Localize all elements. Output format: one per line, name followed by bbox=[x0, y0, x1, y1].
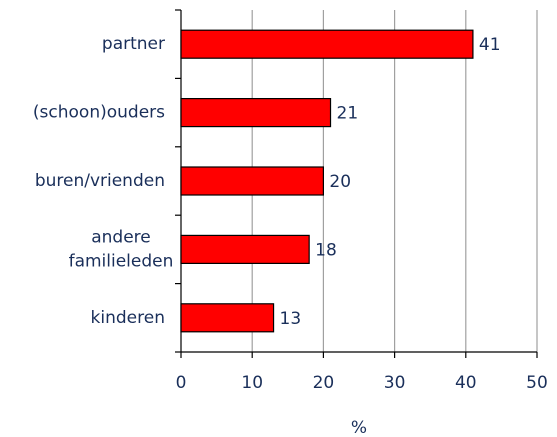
data-label: 20 bbox=[329, 172, 351, 192]
x-tick-label: 30 bbox=[384, 373, 406, 393]
bar bbox=[180, 97, 332, 128]
data-label: 13 bbox=[280, 309, 302, 329]
data-label: 18 bbox=[315, 240, 337, 260]
y-tick-label: (schoon)ouders bbox=[33, 103, 165, 123]
y-tick-label: buren/vrienden bbox=[35, 171, 165, 191]
y-tick-label: andere familieleden bbox=[69, 227, 174, 271]
bar bbox=[180, 303, 275, 333]
x-tick-label: 50 bbox=[526, 373, 548, 393]
bar bbox=[180, 234, 310, 264]
bar bbox=[180, 166, 324, 196]
x-tick-label: 0 bbox=[176, 373, 187, 393]
data-label: 41 bbox=[479, 35, 501, 55]
x-axis-label: % bbox=[351, 418, 367, 437]
x-tick-label: 40 bbox=[455, 373, 477, 393]
bar bbox=[180, 29, 474, 59]
x-tick-label: 10 bbox=[241, 373, 263, 393]
y-tick-label: partner bbox=[102, 34, 165, 54]
data-label: 21 bbox=[337, 104, 359, 124]
y-tick-label: kinderen bbox=[91, 308, 165, 328]
x-tick-label: 20 bbox=[313, 373, 335, 393]
